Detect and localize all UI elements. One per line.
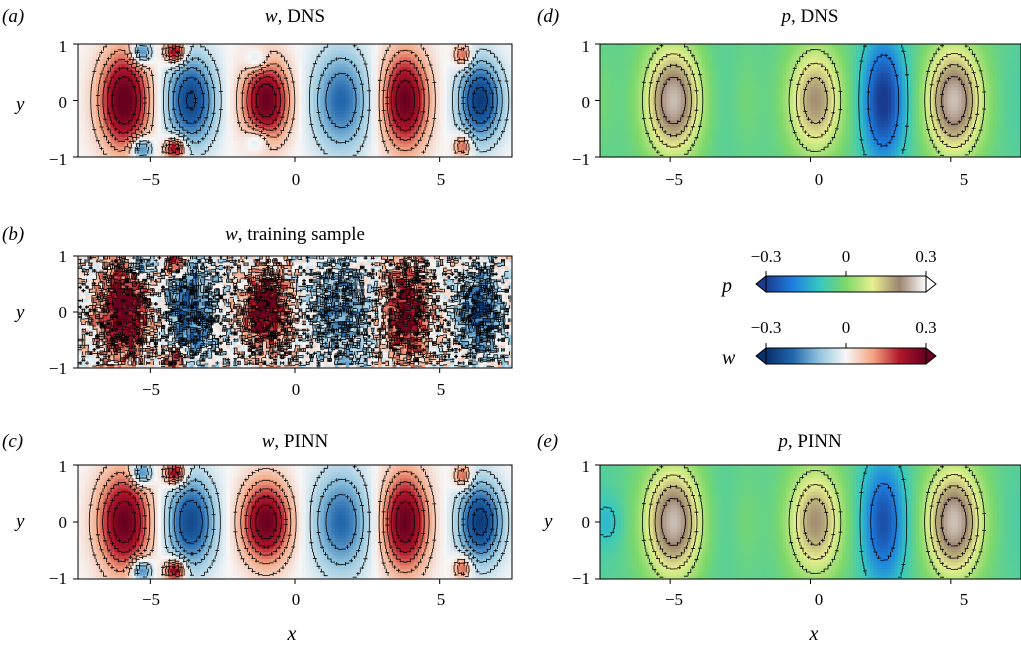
panel-d-title-field: p — [779, 6, 791, 27]
panel-e-xtick-2: 0 — [815, 590, 824, 609]
panel-b-ytick-top: 1 — [59, 247, 68, 266]
panel-e-label: (e) — [537, 431, 558, 452]
colorbar-p-tick-max: 0.3 — [915, 247, 936, 266]
panel-b-xtick-2: 0 — [292, 380, 301, 399]
panel-a-title-suffix: , DNS — [278, 6, 326, 27]
panel-c-xtick-1: −5 — [142, 590, 160, 609]
panel-c-title-field: w — [262, 431, 275, 452]
plot-layer — [73, 44, 1021, 584]
panel-e-ytick-top: 1 — [582, 457, 591, 476]
panel-b-title: w, training sample — [225, 224, 365, 245]
panel-e-xtick-1: −5 — [665, 590, 683, 609]
panel-b-title-suffix: , training sample — [238, 224, 365, 245]
panel-a-title-field: w — [265, 6, 278, 27]
panel-e-title: p, PINN — [776, 431, 842, 452]
colorbar-w-tick-mid: 0 — [842, 318, 851, 337]
panel-d-ytick-top: 1 — [582, 37, 591, 56]
panel-c-title-suffix: , PINN — [274, 431, 328, 452]
panel-e-title-suffix: , PINN — [788, 431, 842, 452]
panel-c-xlabel: x — [287, 623, 297, 645]
panel-e-ytick-bot: −1 — [572, 569, 590, 588]
panel-a-ytick-mid: 0 — [59, 93, 68, 112]
panel-b-xtick-1: −5 — [142, 380, 160, 399]
panel-c-ytick-top: 1 — [59, 457, 68, 476]
panel-d-title: p, DNS — [779, 6, 838, 27]
panel-d-xtick-1: −5 — [665, 170, 683, 189]
panel-e-xtick-3: 5 — [960, 590, 969, 609]
panel-a-ytick-top: 1 — [59, 37, 68, 56]
panel-c-ytick-mid: 0 — [59, 513, 68, 532]
panel-d-title-suffix: , DNS — [791, 6, 839, 27]
panel-a-ytick-bot: −1 — [49, 150, 67, 169]
panel-d-xtick-3: 5 — [960, 170, 969, 189]
colorbar-p-tick-mid: 0 — [842, 247, 851, 266]
panel-b-label: (b) — [2, 224, 24, 245]
plot-b-heatmap — [73, 256, 513, 373]
plot-a-heatmap — [73, 44, 513, 162]
panel-e-title-field: p — [776, 431, 788, 452]
colorbar-w-label: w — [722, 347, 736, 369]
panel-d-xtick-2: 0 — [815, 170, 824, 189]
panel-c-ytick-bot: −1 — [49, 569, 67, 588]
panel-b-ylabel: y — [14, 302, 25, 323]
panel-e-ytick-mid: 0 — [582, 513, 591, 532]
panel-a-xtick-3: 5 — [437, 170, 446, 189]
panel-a-xtick-1: −5 — [142, 170, 160, 189]
panel-e-xlabel: x — [809, 623, 819, 645]
panel-c-ylabel: y — [14, 511, 25, 532]
panel-c-xtick-3: 5 — [437, 590, 446, 609]
panel-c-title: w, PINN — [262, 431, 329, 452]
panel-b-xtick-3: 5 — [437, 380, 446, 399]
panel-e-ylabel: y — [542, 511, 553, 532]
panel-a-label: (a) — [2, 6, 24, 27]
panel-b-title-field: w — [225, 224, 238, 245]
panel-a-xtick-2: 0 — [292, 170, 301, 189]
colorbar-p-tick-min: −0.3 — [751, 247, 782, 266]
panel-c-label: (c) — [2, 431, 23, 452]
colorbar-w-tick-max: 0.3 — [915, 318, 936, 337]
panel-a-ylabel: y — [14, 94, 25, 115]
colorbar-w-tick-min: −0.3 — [751, 318, 782, 337]
panel-a-title: w, DNS — [265, 6, 325, 27]
colorbar-p-label: p — [720, 275, 732, 297]
panel-d-ytick-bot: −1 — [572, 150, 590, 169]
panel-d-ytick-mid: 0 — [582, 93, 591, 112]
panel-c-xtick-2: 0 — [292, 590, 301, 609]
panel-b-ytick-mid: 0 — [59, 303, 68, 322]
panel-b-ytick-bot: −1 — [49, 359, 67, 378]
panel-d-label: (d) — [537, 6, 559, 27]
